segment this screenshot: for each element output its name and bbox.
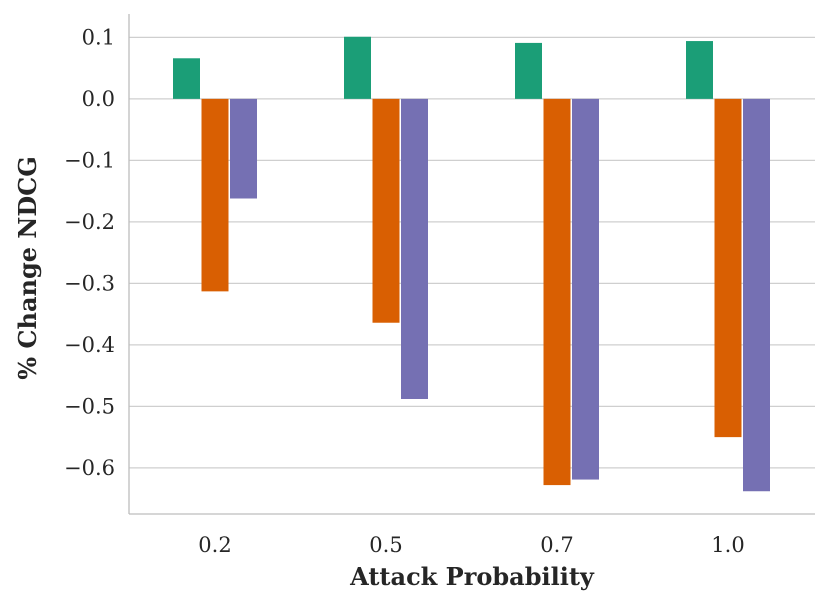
x-axis-title: Attack Probability: [349, 562, 595, 591]
bar-series-2-0.5: [372, 98, 400, 323]
bars: [173, 36, 770, 492]
y-tick-label: −0.5: [64, 394, 115, 418]
bar-series-1-0.5: [344, 36, 371, 99]
y-tick-label: −0.4: [64, 333, 115, 357]
bar-series-3-0.2: [230, 98, 257, 199]
y-tick-label: 0.0: [82, 87, 115, 111]
x-tick-labels: 0.2 0.5 0.7 1.0: [198, 533, 744, 557]
x-tick-label: 0.5: [369, 533, 402, 557]
bar-series-3-1.0: [743, 98, 770, 492]
y-tick-label: −0.6: [64, 456, 115, 480]
y-tick-label: −0.1: [64, 148, 115, 172]
bar-series-3-0.5: [401, 98, 428, 399]
bar-series-2-0.7: [543, 98, 571, 486]
x-tick-label: 1.0: [711, 533, 744, 557]
bar-series-1-0.2: [173, 58, 200, 99]
x-tick-label: 0.2: [198, 533, 231, 557]
x-tick-label: 0.7: [540, 533, 573, 557]
bar-series-3-0.7: [572, 98, 599, 480]
bar-series-2-1.0: [714, 98, 742, 438]
y-tick-label: −0.2: [64, 210, 115, 234]
bar-series-1-0.7: [515, 42, 542, 99]
y-axis-title: % Change NDCG: [13, 156, 42, 379]
bar-series-2-0.2: [201, 98, 229, 292]
y-tick-label: −0.3: [64, 271, 115, 295]
bar-series-1-1.0: [686, 41, 713, 99]
y-tick-labels: 0.1 0.0 −0.1 −0.2 −0.3 −0.4 −0.5 −0.6: [64, 25, 115, 480]
y-tick-label: 0.1: [82, 25, 115, 49]
